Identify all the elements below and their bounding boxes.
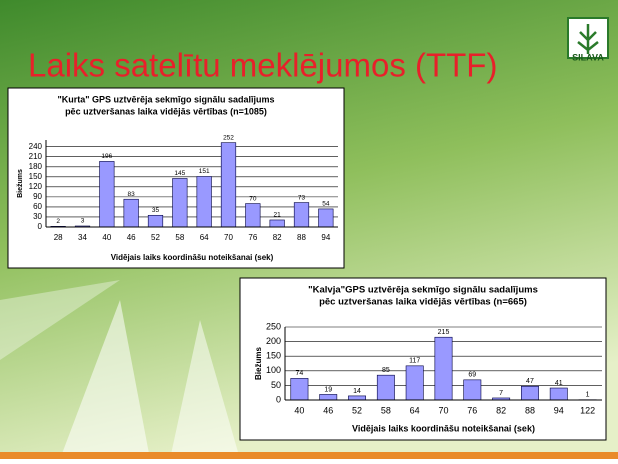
bar xyxy=(100,161,115,227)
value-label: 7 xyxy=(499,390,503,397)
value-label: 69 xyxy=(468,372,476,379)
bar xyxy=(406,366,423,400)
slide-title: Laiks satelītu meklējumos (TTF) xyxy=(28,47,497,84)
bar xyxy=(124,199,139,227)
x-tick-label: 40 xyxy=(102,233,111,242)
y-tick-label: 120 xyxy=(29,182,43,191)
bar xyxy=(294,203,309,227)
x-axis-label: Vidējais laiks koordināšu noteikšanai (s… xyxy=(352,423,535,433)
value-label: 1 xyxy=(586,392,590,399)
bar xyxy=(464,380,481,400)
value-label: 19 xyxy=(324,386,332,393)
x-tick-label: 76 xyxy=(248,233,257,242)
value-label: 41 xyxy=(555,380,563,387)
chart-title: "Kurta" GPS uztvērēja sekmīgo signālu sa… xyxy=(57,94,274,104)
x-tick-label: 88 xyxy=(297,233,306,242)
bar xyxy=(348,396,365,400)
bar xyxy=(173,178,188,227)
bar xyxy=(291,378,308,400)
x-tick-label: 28 xyxy=(54,233,63,242)
value-label: 47 xyxy=(526,378,534,385)
value-label: 74 xyxy=(296,370,304,377)
bar xyxy=(377,375,394,400)
bar xyxy=(221,143,236,227)
y-tick-label: 150 xyxy=(29,172,43,181)
bar xyxy=(197,176,212,227)
value-label: 2 xyxy=(56,218,60,225)
x-axis-label: Vidējais laiks koordināšu noteikšanai (s… xyxy=(111,253,274,262)
value-label: 3 xyxy=(81,218,85,225)
x-tick-label: 40 xyxy=(294,405,304,415)
x-tick-label: 34 xyxy=(78,233,87,242)
chart-title: pēc uztveršanas laika vidējās vērtības (… xyxy=(65,106,267,116)
y-axis-label: Biežums xyxy=(254,347,263,380)
bar xyxy=(550,388,567,400)
x-tick-label: 46 xyxy=(323,405,333,415)
x-tick-label: 58 xyxy=(175,233,184,242)
value-label: 83 xyxy=(128,191,136,198)
value-label: 215 xyxy=(438,329,450,336)
bar xyxy=(319,209,334,227)
bar xyxy=(148,215,163,227)
chart-title: pēc uztveršanas laika vidējās vērtības (… xyxy=(319,297,527,308)
value-label: 145 xyxy=(174,170,185,177)
y-tick-label: 50 xyxy=(271,380,281,390)
bar xyxy=(270,220,285,227)
value-label: 21 xyxy=(274,212,282,219)
x-tick-label: 46 xyxy=(127,233,136,242)
logo-text: SILAVA xyxy=(572,52,604,62)
value-label: 151 xyxy=(199,168,210,175)
y-tick-label: 250 xyxy=(266,321,281,331)
y-tick-label: 150 xyxy=(266,351,281,361)
value-label: 196 xyxy=(101,153,112,160)
y-tick-label: 0 xyxy=(276,394,281,404)
x-tick-label: 70 xyxy=(438,405,448,415)
x-tick-label: 64 xyxy=(200,233,209,242)
x-tick-label: 64 xyxy=(410,405,420,415)
x-tick-label: 52 xyxy=(151,233,160,242)
x-tick-label: 76 xyxy=(467,405,477,415)
x-tick-label: 94 xyxy=(554,405,564,415)
x-tick-label: 94 xyxy=(321,233,330,242)
bar xyxy=(320,394,337,400)
value-label: 117 xyxy=(409,358,420,365)
chart-title: "Kalvja"GPS uztvērēja sekmīgo signālu sa… xyxy=(308,285,538,296)
y-tick-label: 30 xyxy=(33,212,42,221)
x-tick-label: 88 xyxy=(525,405,535,415)
value-label: 85 xyxy=(382,367,390,374)
value-label: 14 xyxy=(353,388,361,395)
x-tick-label: 82 xyxy=(273,233,282,242)
value-label: 70 xyxy=(249,195,257,202)
x-tick-label: 82 xyxy=(496,405,506,415)
value-label: 73 xyxy=(298,194,306,201)
x-tick-label: 122 xyxy=(580,405,595,415)
y-tick-label: 180 xyxy=(29,162,43,171)
bar xyxy=(435,337,452,400)
x-tick-label: 52 xyxy=(352,405,362,415)
y-tick-label: 210 xyxy=(29,152,43,161)
y-tick-label: 200 xyxy=(266,336,281,346)
y-tick-label: 60 xyxy=(33,202,42,211)
y-axis-label: Biežums xyxy=(17,169,24,198)
y-tick-label: 90 xyxy=(33,192,42,201)
bar xyxy=(246,204,261,227)
y-tick-label: 0 xyxy=(38,222,43,231)
footer-bar xyxy=(0,452,618,459)
value-label: 252 xyxy=(223,134,234,141)
value-label: 54 xyxy=(322,201,330,208)
y-tick-label: 240 xyxy=(29,142,43,151)
y-tick-label: 100 xyxy=(266,365,281,375)
bar xyxy=(521,386,538,400)
x-tick-label: 70 xyxy=(224,233,233,242)
x-tick-label: 58 xyxy=(381,405,391,415)
value-label: 35 xyxy=(152,207,160,214)
